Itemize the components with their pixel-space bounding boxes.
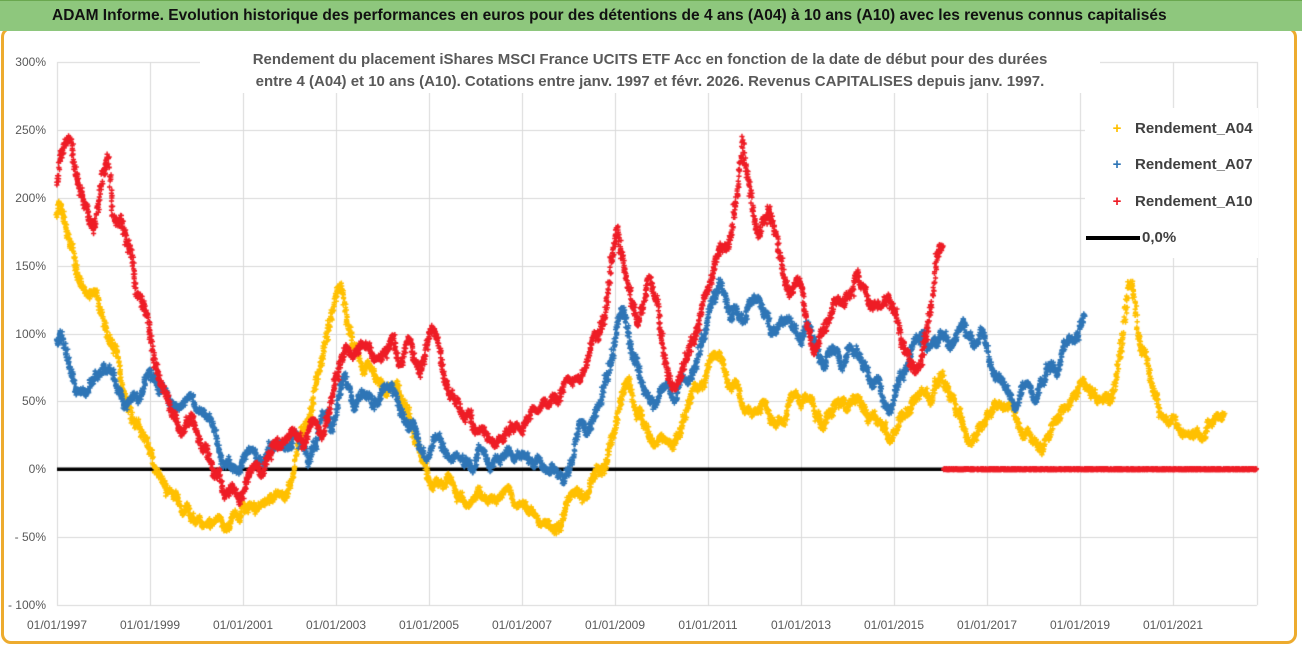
chart-title-line1: Rendement du placement iShares MSCI Fran… [252, 51, 1048, 68]
legend-item-rendement-a04: + Rendement_A04 [1085, 111, 1258, 145]
x-axis-tick-label: 01/01/2015 [863, 618, 925, 632]
y-axis-tick-label: 250% [15, 122, 46, 137]
chart-title: Rendement du placement iShares MSCI Fran… [200, 49, 1100, 93]
y-axis-tick-label: 100% [15, 326, 46, 341]
chart-title-line2: entre 4 (A04) et 10 ans (A10). Cotations… [255, 73, 1045, 90]
x-axis-tick-label: 01/01/2003 [305, 618, 367, 632]
header-banner: ADAM Informe. Evolution historique des p… [0, 0, 1302, 31]
plus-marker-icon: + [1112, 192, 1122, 210]
y-axis-tick-label: 0% [28, 462, 46, 477]
legend-item-rendement-a07: + Rendement_A07 [1085, 148, 1258, 182]
x-axis-tick-label: 01/01/2017 [956, 618, 1018, 632]
legend-item-rendement-a10: + Rendement_A10 [1085, 184, 1258, 218]
x-axis-tick-label: 01/01/1997 [26, 618, 88, 632]
x-axis-tick-label: 01/01/1999 [119, 618, 181, 632]
y-axis-tick-label: - 100% [7, 598, 46, 612]
x-axis-tick-label: 01/01/2007 [491, 618, 553, 632]
y-axis-tick-label: 150% [15, 258, 46, 273]
header-title: ADAM Informe. Evolution historique des p… [52, 7, 1167, 24]
x-axis-tick-label: 01/01/2005 [398, 618, 460, 632]
y-axis-tick-label: 50% [21, 394, 46, 409]
y-axis-tick-label: - 50% [14, 530, 46, 545]
y-axis-tick-label: 200% [15, 190, 46, 205]
legend-label: 0,0% [1142, 229, 1177, 247]
legend-label: Rendement_A04 [1135, 119, 1253, 137]
x-axis-tick-label: 01/01/2011 [678, 618, 738, 632]
legend-label: Rendement_A10 [1135, 192, 1253, 210]
y-axis-tick-label: 300% [15, 55, 46, 69]
plus-marker-icon: + [1112, 156, 1122, 174]
plus-marker-icon: + [1112, 119, 1122, 137]
legend-label: Rendement_A07 [1135, 156, 1253, 174]
x-axis-tick-label: 01/01/2021 [1142, 618, 1204, 632]
x-axis-tick-label: 01/01/2019 [1049, 618, 1111, 632]
x-axis-tick-label: 01/01/2009 [584, 618, 646, 632]
legend-item-0-0-: 0,0% [1085, 221, 1258, 255]
x-axis-tick-label: 01/01/2001 [212, 618, 274, 632]
legend: + Rendement_A04 + Rendement_A07 + Rendement_A… [1085, 108, 1258, 258]
zero-line-icon [1086, 235, 1140, 240]
x-axis-tick-label: 01/01/2013 [770, 618, 832, 632]
